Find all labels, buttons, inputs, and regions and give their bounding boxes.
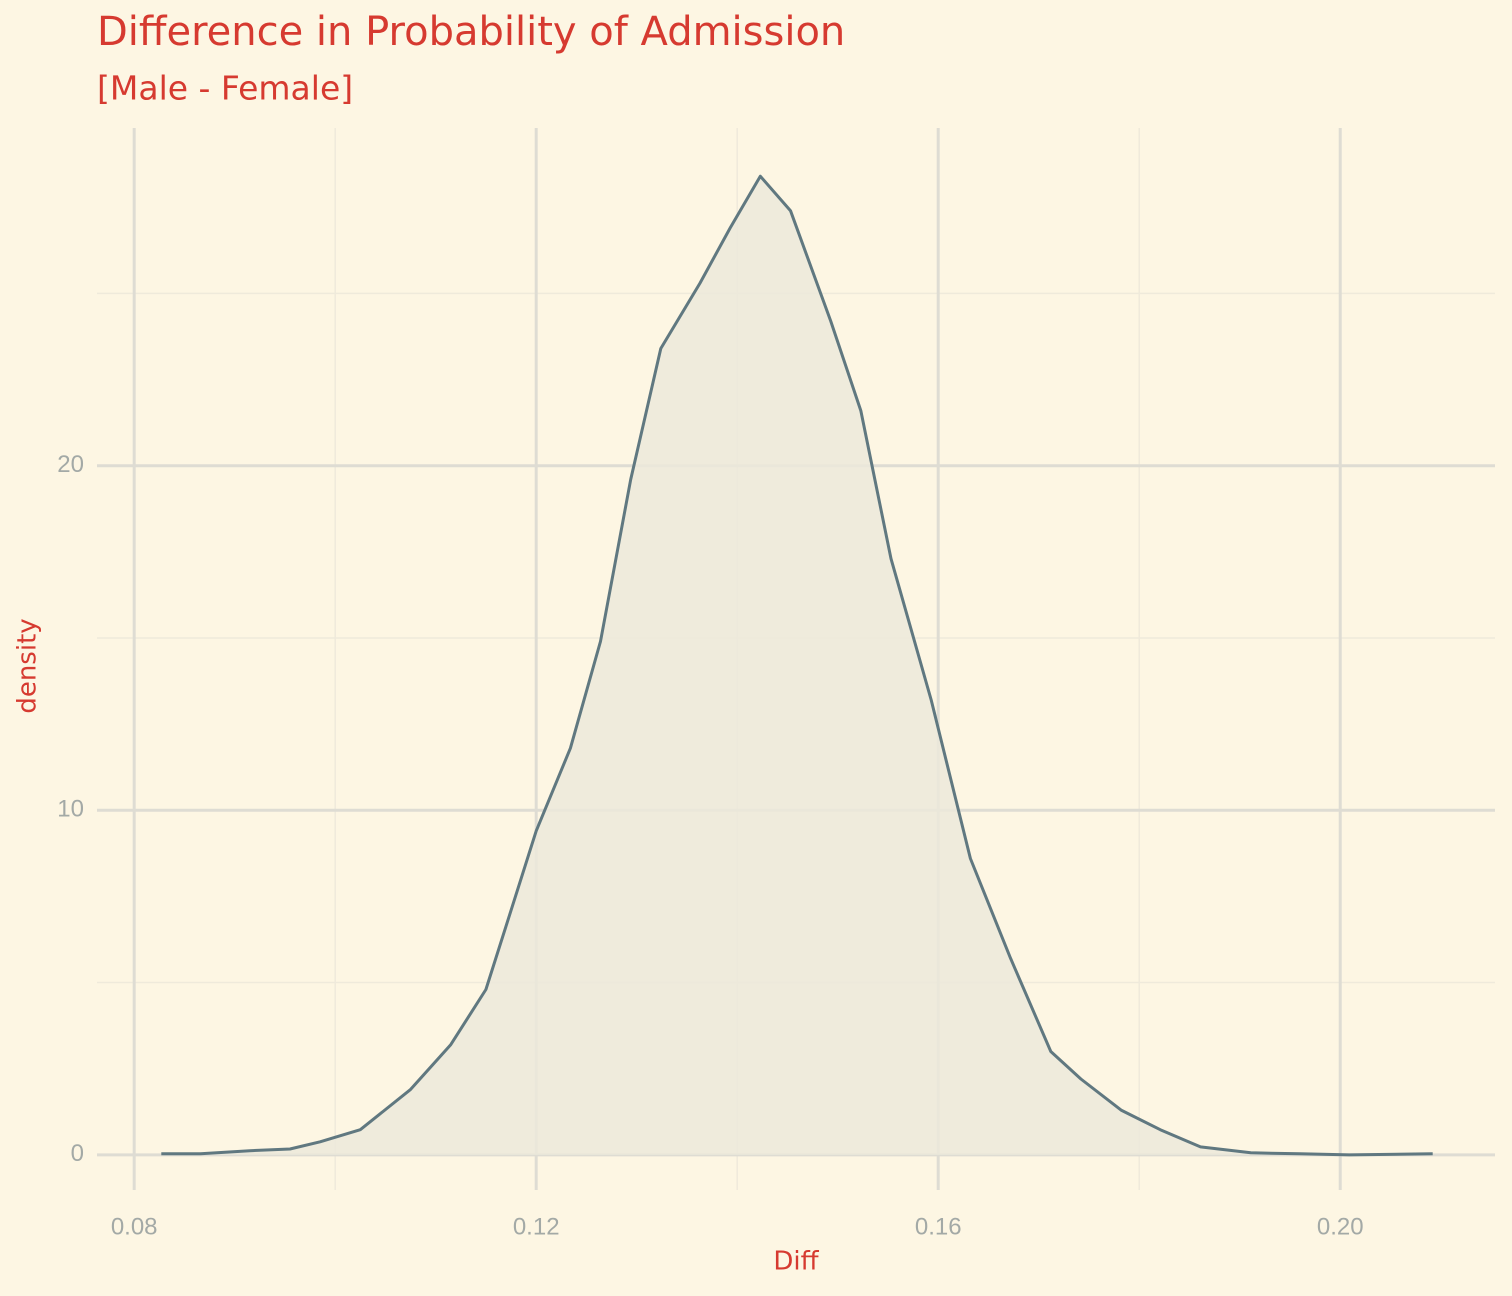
x-tick-label: 0.08: [111, 1213, 158, 1240]
x-tick-label: 0.12: [513, 1213, 560, 1240]
chart-subtitle: [Male - Female]: [97, 69, 353, 108]
y-tick-label: 0: [71, 1140, 84, 1167]
chart-title: Difference in Probability of Admission: [97, 9, 845, 55]
density-line: [161, 174, 1433, 1157]
y-tick-label: 20: [57, 451, 84, 478]
x-tick-label: 0.16: [915, 1213, 962, 1240]
density-area: [161, 176, 1433, 1155]
x-axis-label: Diff: [773, 1247, 819, 1277]
y-axis-label: density: [13, 618, 43, 713]
y-tick-label: 10: [57, 796, 84, 823]
x-tick-label: 0.20: [1317, 1213, 1364, 1240]
